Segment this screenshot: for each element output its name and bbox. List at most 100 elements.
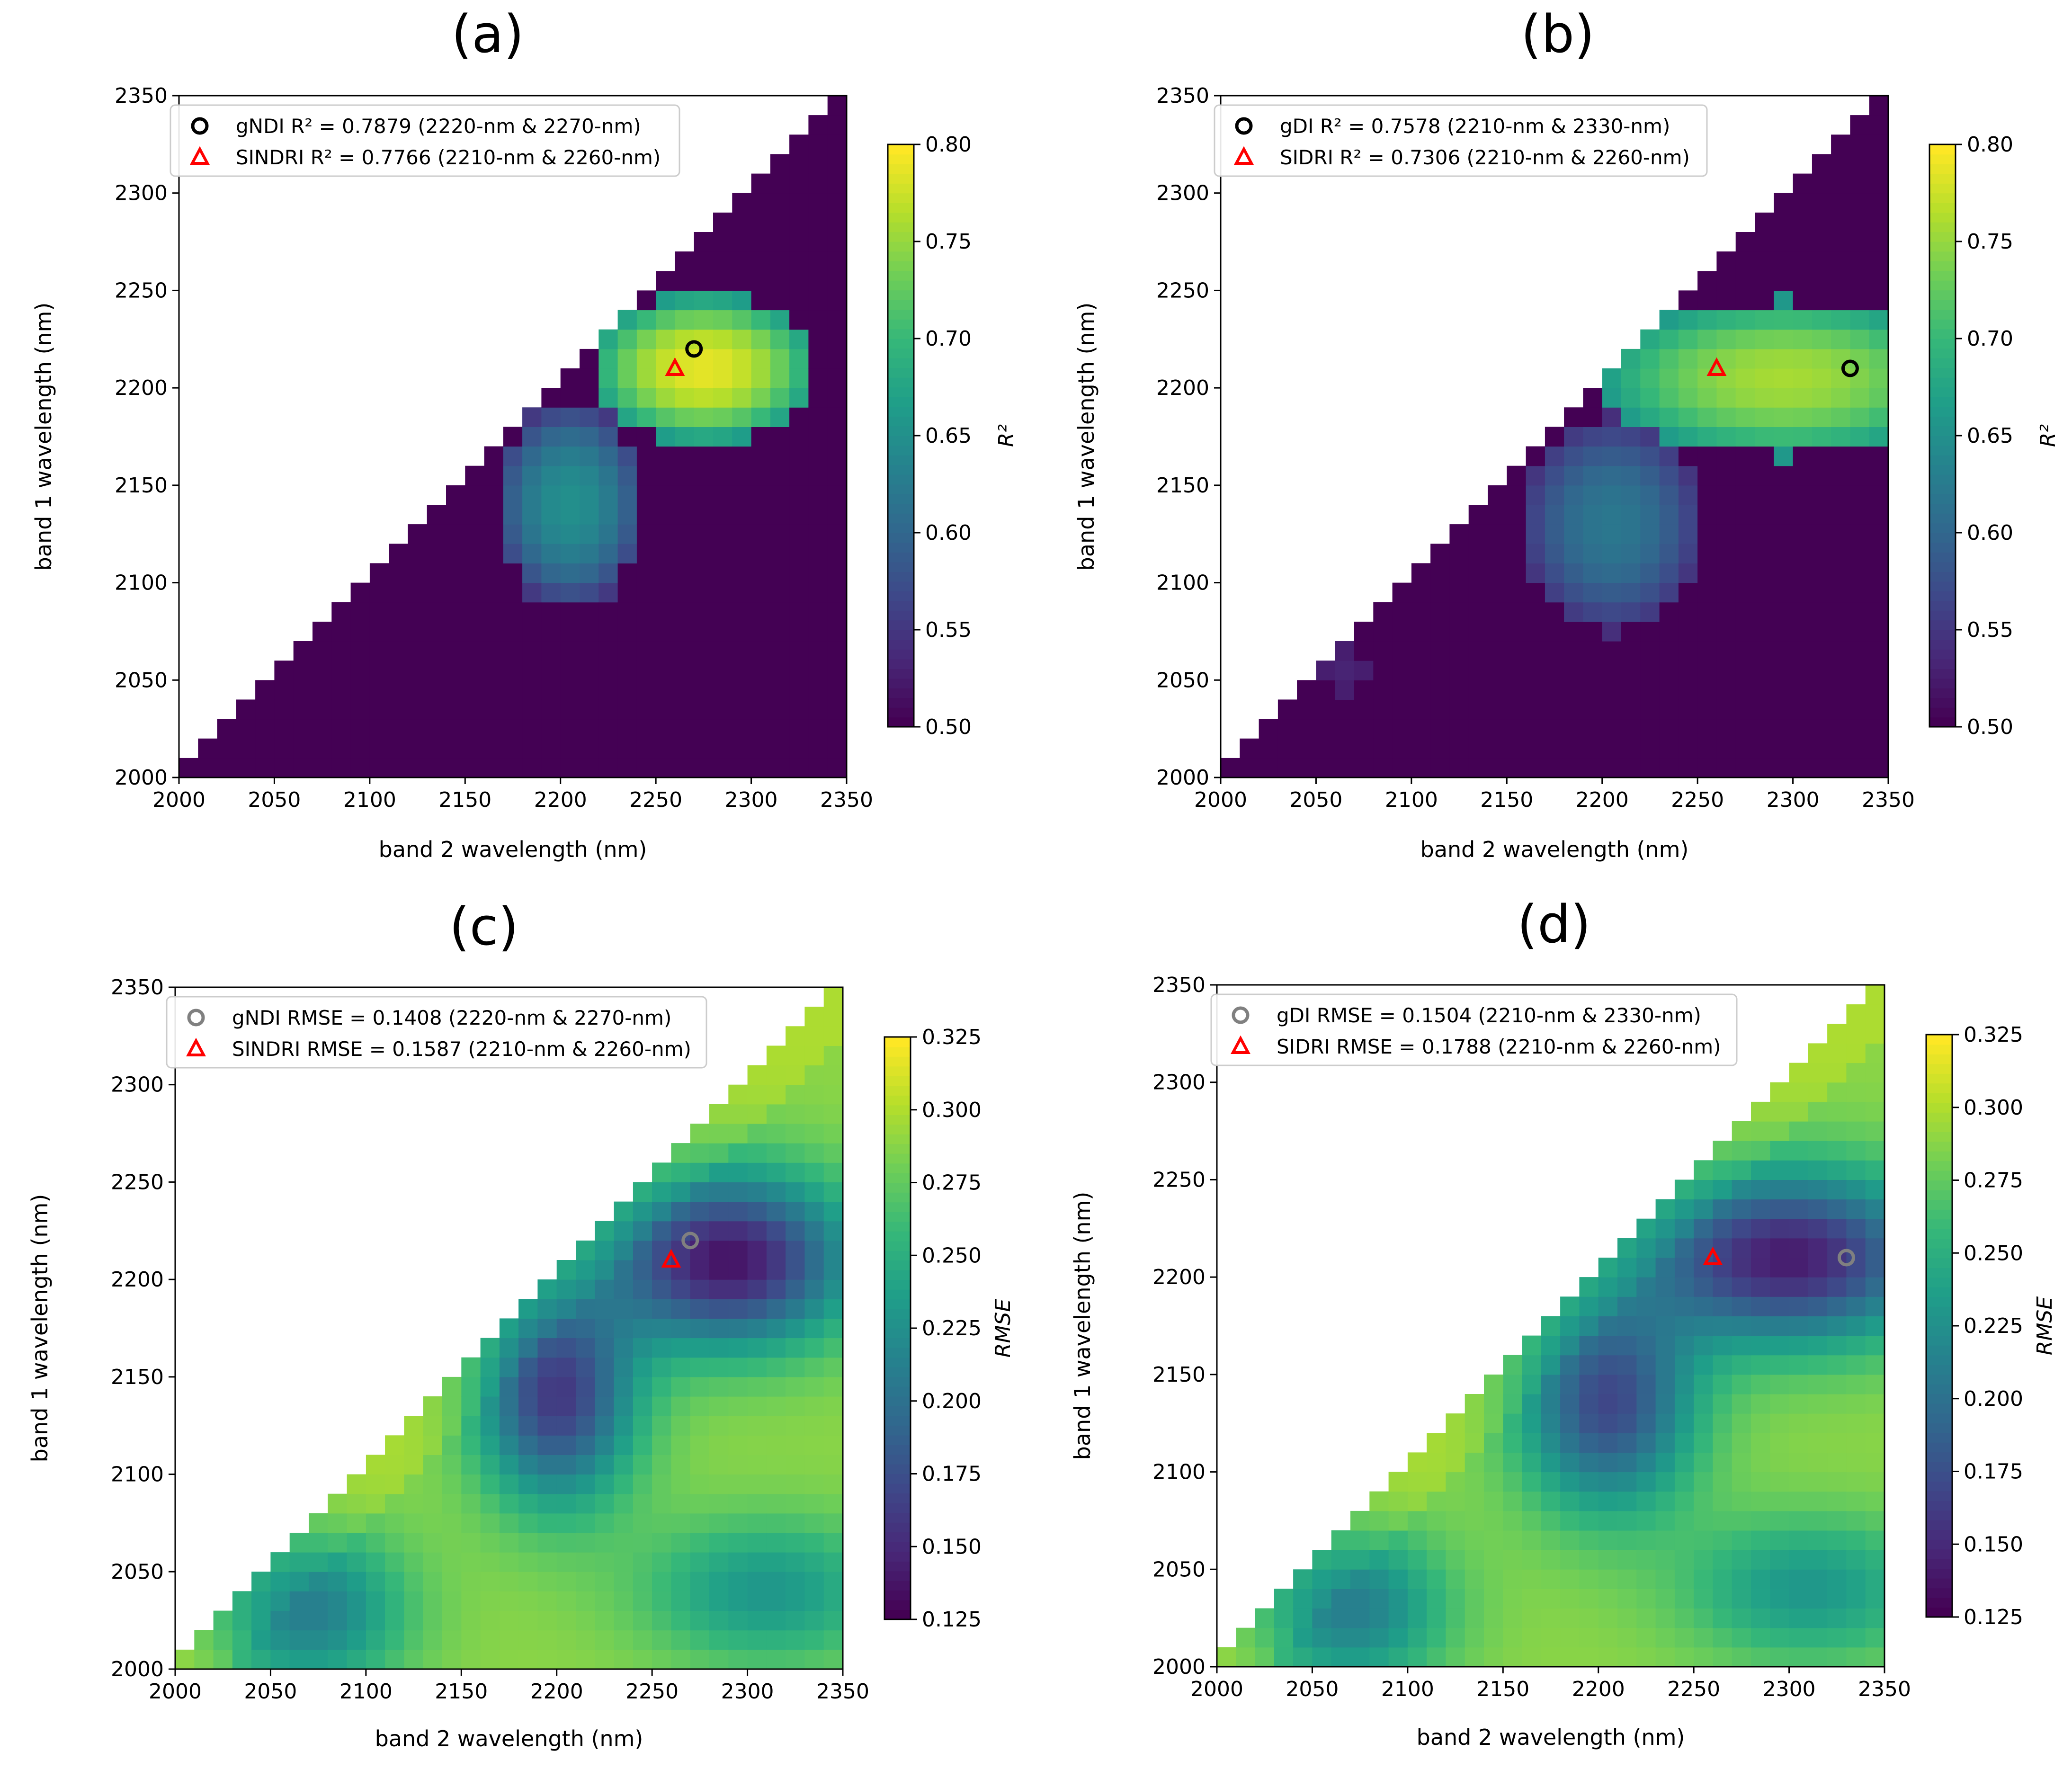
heatmap-cell	[1655, 1627, 1675, 1648]
heatmap-cell	[480, 1396, 500, 1416]
heatmap-cell	[747, 1260, 767, 1280]
heatmap-cell	[1865, 1355, 1885, 1375]
heatmap-cell	[1488, 621, 1507, 642]
heatmap-cell	[309, 1513, 328, 1533]
heatmap-cell	[694, 251, 714, 271]
heatmap-cell	[1751, 1589, 1770, 1609]
heatmap-cell	[1774, 329, 1794, 349]
heatmap-cell	[1789, 1374, 1809, 1394]
heatmap-cell	[1770, 1335, 1790, 1356]
heatmap-cell	[270, 1630, 290, 1650]
heatmap-cell	[1812, 738, 1831, 759]
heatmap-cell	[1430, 563, 1450, 583]
colorbar-label: R²	[2036, 424, 2060, 447]
heatmap-cell	[728, 1299, 748, 1319]
heatmap-cell	[1827, 1316, 1847, 1336]
heatmap-cell	[636, 699, 656, 720]
heatmap-cell	[1732, 1647, 1751, 1667]
heatmap-cell	[1465, 1394, 1484, 1414]
heatmap-cell	[331, 661, 351, 680]
heatmap-cell	[1716, 310, 1736, 330]
heatmap-cell	[633, 1455, 652, 1475]
heatmap-cell	[1697, 485, 1717, 505]
legend-entry-text: gDI R² = 0.7578 (2210-nm & 2330-nm)	[1280, 115, 1670, 138]
colorbar-gradient-step	[888, 503, 914, 514]
colorbar-gradient-step	[888, 572, 914, 582]
heatmap-cell	[636, 524, 656, 544]
heatmap-cell	[1484, 1394, 1503, 1414]
heatmap-cell	[1507, 758, 1527, 778]
heatmap-cell	[671, 1318, 691, 1339]
heatmap-cell	[1732, 1238, 1751, 1258]
heatmap-cell	[408, 602, 428, 622]
heatmap-cell	[503, 758, 523, 778]
heatmap-cell	[423, 1591, 443, 1611]
heatmap-cell	[1598, 1569, 1618, 1589]
heatmap-cell	[560, 485, 580, 505]
heatmap-cell	[1697, 563, 1717, 583]
heatmap-cell	[1713, 1472, 1733, 1492]
colorbar-gradient-step	[1929, 319, 1956, 330]
heatmap-cell	[690, 1533, 710, 1553]
heatmap-cell	[1831, 641, 1850, 661]
heatmap-cell	[1850, 173, 1870, 194]
heatmap-cell	[786, 1201, 805, 1222]
heatmap-cell	[1865, 1472, 1885, 1492]
heatmap-cell	[1770, 1218, 1790, 1239]
heatmap-cell	[1541, 1413, 1561, 1433]
heatmap-cell	[808, 661, 828, 680]
heatmap-cell	[823, 1260, 843, 1280]
colorbar-gradient-step	[884, 1279, 911, 1290]
heatmap-cell	[560, 699, 580, 720]
heatmap-cell	[465, 641, 485, 661]
heatmap-cell	[503, 699, 523, 720]
heatmap-cell	[1621, 661, 1641, 680]
heatmap-cell	[518, 1416, 538, 1436]
legend-circle-marker	[1235, 117, 1253, 135]
heatmap-cell	[728, 1533, 748, 1553]
heatmap-cell	[385, 1455, 404, 1475]
heatmap-cell	[1812, 232, 1831, 252]
heatmap-cell	[770, 251, 790, 271]
heatmap-cell	[1354, 699, 1374, 720]
heatmap-cell	[1617, 1238, 1637, 1258]
heatmap-cell	[1697, 290, 1717, 311]
heatmap-cell	[770, 505, 790, 525]
heatmap-cell	[1865, 1258, 1885, 1278]
heatmap-cell	[1655, 1530, 1675, 1550]
colorbar-gradient-step	[1926, 1452, 1952, 1462]
heatmap-cell	[580, 621, 599, 642]
heatmap-cell	[1522, 1510, 1542, 1531]
heatmap-cell	[1827, 1394, 1847, 1414]
colorbar-tick-label: 0.275	[922, 1171, 982, 1195]
heatmap-cell	[461, 1435, 481, 1455]
heatmap-cell	[1850, 680, 1870, 700]
heatmap-cell	[1846, 1394, 1866, 1414]
colorbar-gradient-step	[1926, 1423, 1952, 1433]
heatmap-cell	[1770, 1179, 1790, 1200]
heatmap-cell	[556, 1279, 576, 1299]
heatmap-cell	[541, 680, 561, 700]
heatmap-cell	[694, 446, 714, 466]
heatmap-cell	[827, 582, 847, 603]
heatmap-cell	[1560, 1335, 1580, 1356]
heatmap-cell	[289, 1572, 309, 1591]
legend-triangle-marker	[190, 146, 210, 165]
heatmap-cell	[747, 1630, 767, 1650]
colorbar-gradient-step	[1926, 1161, 1952, 1171]
heatmap-cell	[614, 1279, 634, 1299]
colorbar-gradient-step	[884, 1241, 911, 1251]
heatmap-cell	[709, 1455, 729, 1475]
colorbar-gradient-step	[884, 1173, 911, 1183]
heatmap-cell	[1846, 1472, 1866, 1492]
heatmap-cell	[1522, 1491, 1542, 1511]
heatmap-cell	[179, 758, 198, 778]
colorbar-gradient-step	[1929, 154, 1956, 164]
heatmap-cell	[347, 1474, 366, 1494]
heatmap-cell	[1659, 544, 1679, 563]
heatmap-cell	[652, 1299, 671, 1319]
heatmap-cell	[1674, 1238, 1694, 1258]
legend-box	[1210, 993, 1738, 1066]
heatmap-cell	[1755, 719, 1774, 739]
heatmap-cell	[1793, 738, 1813, 759]
